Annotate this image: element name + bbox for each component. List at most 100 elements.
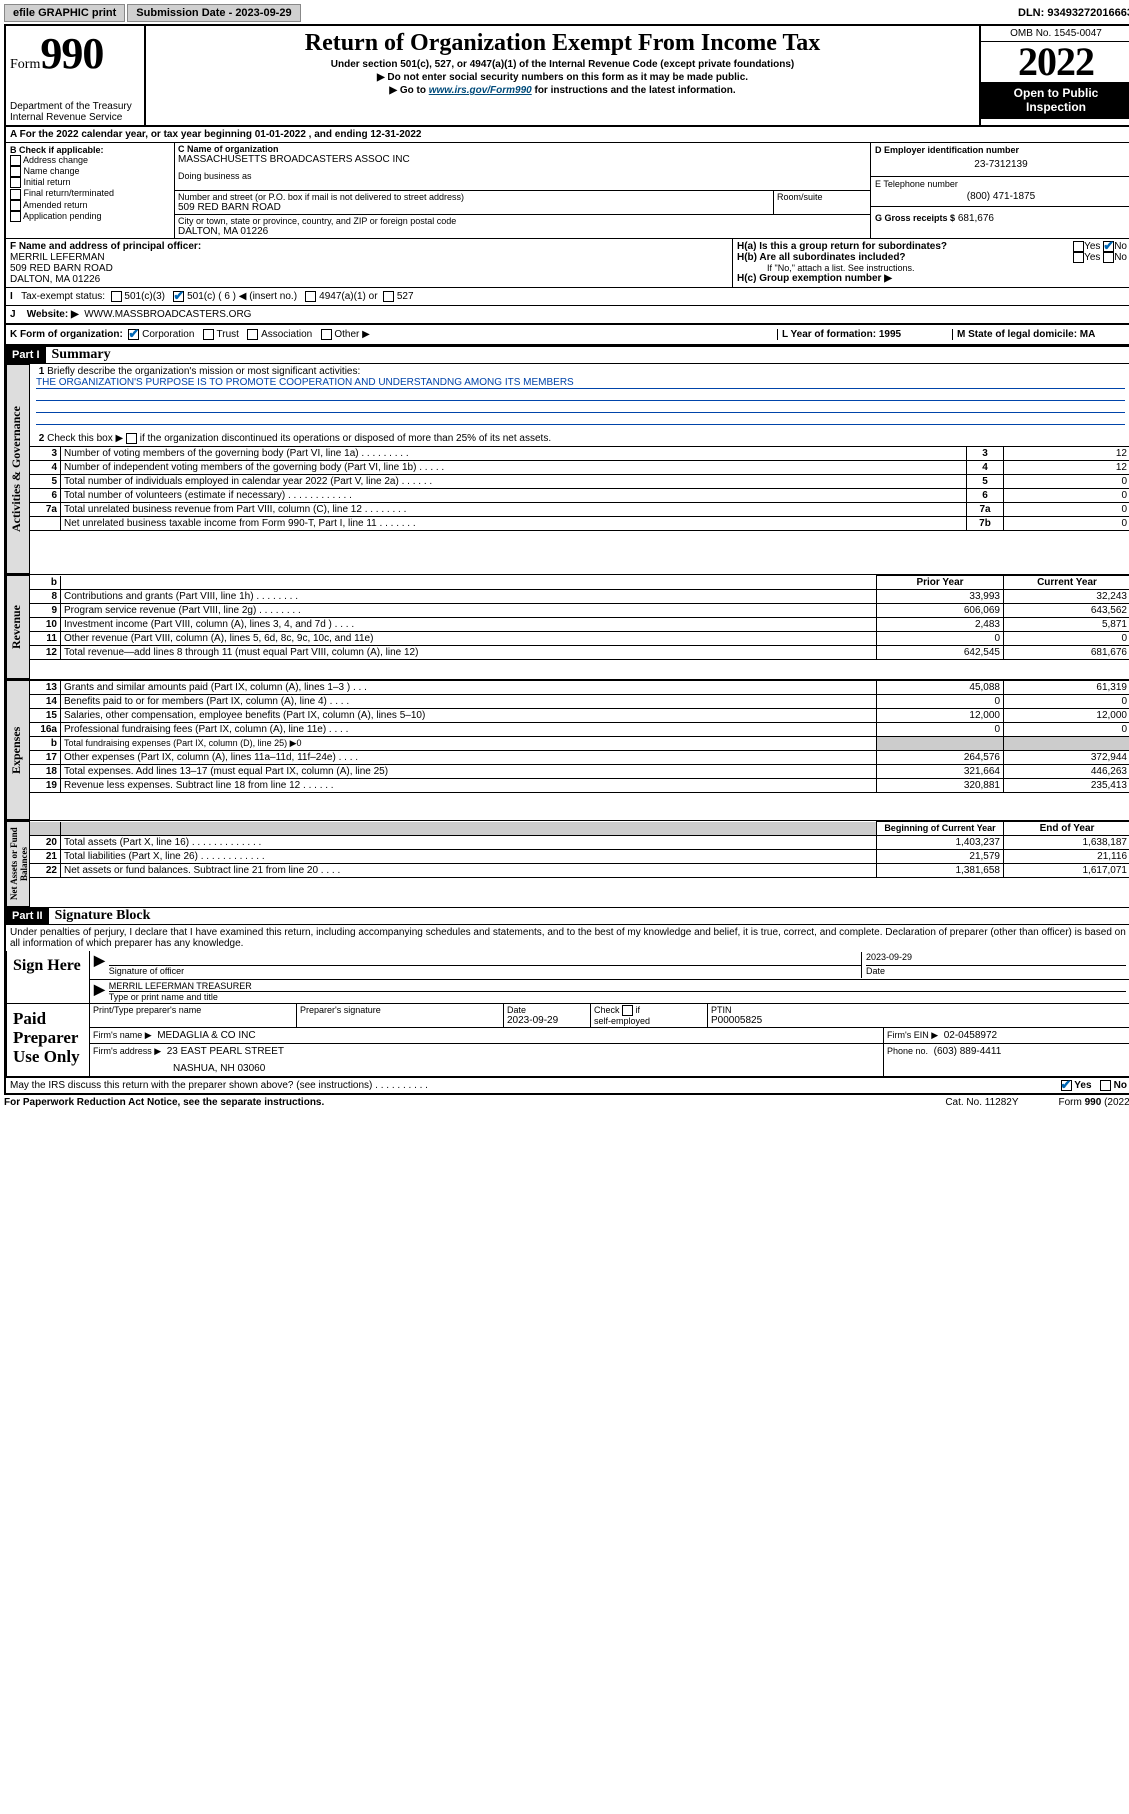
section-l: L Year of formation: 1995	[777, 329, 952, 340]
form-header: Form990 Department of the Treasury Inter…	[6, 26, 1129, 127]
prep-phone: (603) 889-4411	[934, 1046, 1002, 1057]
vtab-governance: Activities & Governance	[6, 364, 30, 574]
summary-row: bTotal fundraising expenses (Part IX, co…	[30, 737, 1129, 751]
ha-yes[interactable]	[1073, 241, 1084, 252]
firm-addr1: 23 EAST PEARL STREET	[167, 1046, 284, 1057]
i-527[interactable]	[383, 291, 394, 302]
summary-row: 13Grants and similar amounts paid (Part …	[30, 681, 1129, 695]
officer-printed-name: MERRIL LEFERMAN TREASURER	[109, 981, 1126, 992]
section-e-label: E Telephone number	[875, 179, 1127, 189]
b-option: Application pending	[10, 211, 170, 222]
summary-row: 5Total number of individuals employed in…	[30, 475, 1129, 489]
firm-name: MEDAGLIA & CO INC	[157, 1030, 255, 1041]
officer-name: MERRIL LEFERMAN	[10, 252, 105, 263]
mission-text: THE ORGANIZATION'S PURPOSE IS TO PROMOTE…	[36, 377, 1125, 389]
submission-date: Submission Date - 2023-09-29	[127, 4, 300, 22]
k-other[interactable]	[321, 329, 332, 340]
b-option: Initial return	[10, 177, 170, 188]
section-a: A For the 2022 calendar year, or tax yea…	[6, 127, 1129, 143]
irs-label: Internal Revenue Service	[10, 112, 140, 123]
summary-row: 17Other expenses (Part IX, column (A), l…	[30, 751, 1129, 765]
summary-row: 15Salaries, other compensation, employee…	[30, 709, 1129, 723]
b-option: Name change	[10, 166, 170, 177]
summary-row: 10Investment income (Part VIII, column (…	[30, 618, 1129, 632]
summary-row: Net unrelated business taxable income fr…	[30, 517, 1129, 531]
summary-row: 20Total assets (Part X, line 16) . . . .…	[30, 836, 1129, 850]
summary-row: 14Benefits paid to or for members (Part …	[30, 695, 1129, 709]
b-option: Amended return	[10, 200, 170, 211]
org-city: DALTON, MA 01226	[178, 226, 867, 237]
summary-row: 9Program service revenue (Part VIII, lin…	[30, 604, 1129, 618]
b-checkbox[interactable]	[10, 166, 21, 177]
summary-row: 18Total expenses. Add lines 13–17 (must …	[30, 765, 1129, 779]
dept-treasury: Department of the Treasury	[10, 101, 140, 112]
i-4947[interactable]	[305, 291, 316, 302]
self-employed-check[interactable]	[622, 1005, 633, 1016]
section-f: F Name and address of principal officer:…	[6, 239, 733, 287]
vtab-expenses: Expenses	[6, 680, 30, 820]
b-checkbox[interactable]	[10, 211, 21, 222]
b-checkbox[interactable]	[10, 189, 21, 200]
summary-row: 3Number of voting members of the governi…	[30, 447, 1129, 461]
b-option: Final return/terminated	[10, 188, 170, 199]
b-checkbox[interactable]	[10, 177, 21, 188]
i-501c3[interactable]	[111, 291, 122, 302]
k-assoc[interactable]	[247, 329, 258, 340]
declaration: Under penalties of perjury, I declare th…	[6, 925, 1129, 951]
org-name: MASSACHUSETTS BROADCASTERS ASSOC INC	[178, 154, 867, 165]
ein: 23-7312139	[875, 155, 1127, 174]
may-irs-discuss: May the IRS discuss this return with the…	[6, 1077, 1129, 1093]
topbar: efile GRAPHIC print Submission Date - 20…	[4, 4, 1129, 22]
paid-preparer-block: Paid Preparer Use Only Print/Type prepar…	[6, 1004, 1129, 1077]
open-inspection: Open to Public Inspection	[981, 82, 1129, 119]
summary-row: 22Net assets or fund balances. Subtract …	[30, 864, 1129, 878]
summary-row: 21Total liabilities (Part X, line 26) . …	[30, 850, 1129, 864]
section-k: K Form of organization: Corporation Trus…	[10, 329, 777, 340]
prep-date: 2023-09-29	[507, 1015, 587, 1026]
summary-row: 8Contributions and grants (Part VIII, li…	[30, 590, 1129, 604]
website: WWW.MASSBROADCASTERS.ORG	[84, 309, 251, 320]
form-word: Form	[10, 57, 40, 72]
vtab-revenue: Revenue	[6, 575, 30, 679]
vtab-netassets: Net Assets or Fund Balances	[6, 821, 30, 907]
sign-here-block: Sign Here ▶ Signature of officer 2023-09…	[6, 951, 1129, 1004]
dln: DLN: 93493272016663	[1018, 7, 1129, 19]
summary-row: 16aProfessional fundraising fees (Part I…	[30, 723, 1129, 737]
section-c: C Name of organization MASSACHUSETTS BRO…	[175, 143, 870, 238]
summary-row: 6Total number of volunteers (estimate if…	[30, 489, 1129, 503]
hb-no[interactable]	[1103, 252, 1114, 263]
form-title: Return of Organization Exempt From Incom…	[150, 30, 975, 57]
ha-no[interactable]	[1103, 241, 1114, 252]
b-checkbox[interactable]	[10, 200, 21, 211]
b-checkbox[interactable]	[10, 155, 21, 166]
summary-row: 19Revenue less expenses. Subtract line 1…	[30, 779, 1129, 793]
k-corp[interactable]	[128, 329, 139, 340]
form-outer: Form990 Department of the Treasury Inter…	[4, 24, 1129, 1095]
form-number: 990	[40, 29, 103, 78]
page-footer: For Paperwork Reduction Act Notice, see …	[4, 1095, 1129, 1108]
summary-row: 11Other revenue (Part VIII, column (A), …	[30, 632, 1129, 646]
phone: (800) 471-1875	[875, 189, 1127, 204]
b-option: Address change	[10, 155, 170, 166]
sig-date: 2023-09-29	[866, 952, 1126, 966]
discuss-yes[interactable]	[1061, 1080, 1072, 1091]
k-trust[interactable]	[203, 329, 214, 340]
section-d-label: D Employer identification number	[875, 145, 1127, 155]
section-h: H(a) Is this a group return for subordin…	[733, 239, 1129, 287]
i-501c[interactable]	[173, 291, 184, 302]
form-subtitle: Under section 501(c), 527, or 4947(a)(1)…	[150, 59, 975, 70]
discuss-no[interactable]	[1100, 1080, 1111, 1091]
part1-header: Part I Summary	[6, 346, 1129, 364]
irs-link[interactable]: www.irs.gov/Form990	[429, 85, 532, 96]
summary-row: 4Number of independent voting members of…	[30, 461, 1129, 475]
header-left: Form990 Department of the Treasury Inter…	[6, 26, 146, 125]
ptin: P00005825	[711, 1015, 1127, 1026]
instruction-1: ▶ Do not enter social security numbers o…	[150, 72, 975, 83]
efile-button[interactable]: efile GRAPHIC print	[4, 4, 125, 22]
hb-yes[interactable]	[1073, 252, 1084, 263]
section-m: M State of legal domicile: MA	[952, 329, 1127, 340]
header-right: OMB No. 1545-0047 2022 Open to Public In…	[979, 26, 1129, 125]
l2-checkbox[interactable]	[126, 433, 137, 444]
part2-header: Part II Signature Block	[6, 907, 1129, 925]
tax-year: 2022	[981, 42, 1129, 82]
